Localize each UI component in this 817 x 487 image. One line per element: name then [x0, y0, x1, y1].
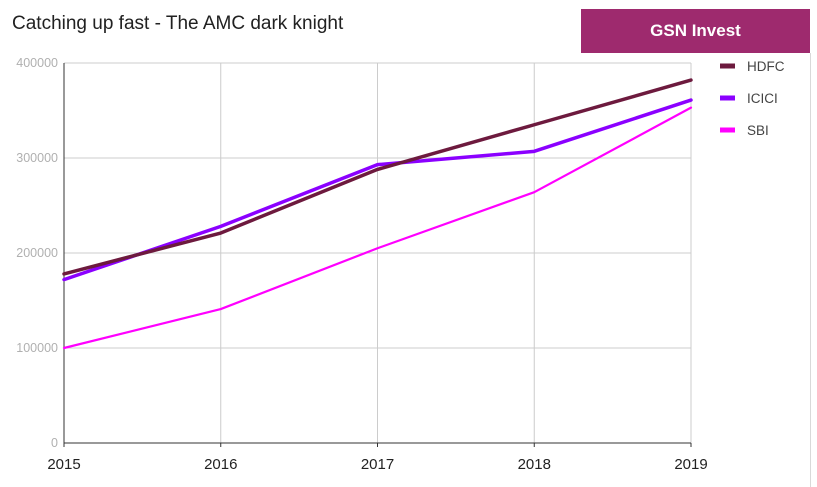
chart-title: Catching up fast - The AMC dark knight [12, 13, 344, 34]
series-lines [62, 78, 693, 350]
grid [64, 62, 692, 443]
axes: 0 100000 200000 300000 400000 2015 2016 2017 201… [16, 56, 707, 473]
series-line-icici [62, 98, 693, 282]
x-tick-label: 2016 [204, 456, 237, 473]
x-tick-label: 2015 [47, 456, 80, 473]
x-tick-label: 2017 [361, 456, 394, 473]
legend-label-icici: ICICI [747, 91, 778, 106]
x-tick-label: 2019 [674, 456, 707, 473]
y-tick-label: 100000 [16, 341, 58, 355]
divider [810, 53, 811, 487]
series-line-hdfc [62, 78, 693, 276]
legend-label-hdfc: HDFC [747, 59, 785, 74]
legend: HDFC ICICI SBI [720, 59, 785, 138]
series-line-sbi [62, 106, 693, 350]
legend-label-sbi: SBI [747, 123, 769, 138]
y-tick-label: 0 [51, 436, 58, 450]
y-tick-label: 300000 [16, 151, 58, 165]
y-tick-label: 400000 [16, 56, 58, 70]
x-tick-label: 2018 [518, 456, 551, 473]
brand-badge: GSN Invest [581, 9, 810, 53]
y-tick-label: 200000 [16, 246, 58, 260]
